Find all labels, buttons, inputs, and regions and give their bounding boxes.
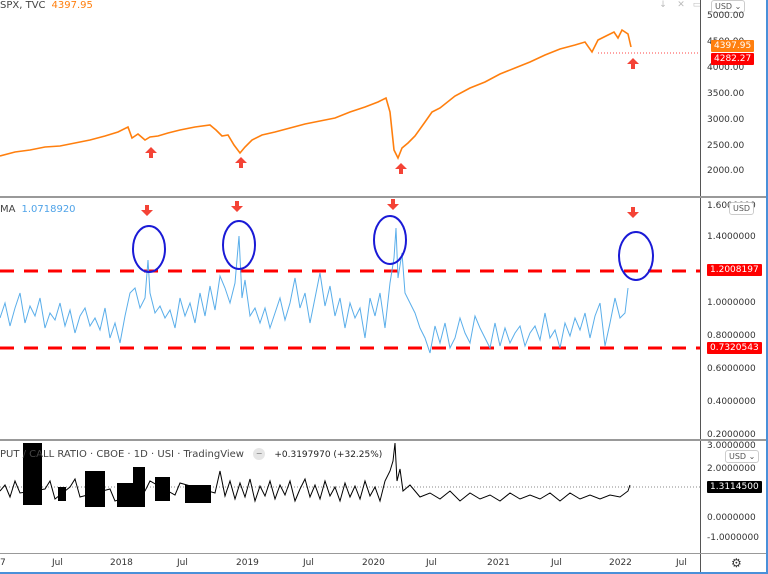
settings-corner: ⚙ [700, 554, 768, 574]
circle-annotation [618, 231, 654, 281]
close-icon[interactable]: ✕ [677, 0, 685, 10]
ma-title: MA [0, 204, 16, 215]
time-axis[interactable] [0, 554, 700, 574]
pane-separator[interactable] [0, 439, 768, 441]
arrow-down-icon[interactable]: ↓ [659, 0, 667, 10]
pcr-pane: PUT / CALL RATIO · CBOE · 1D · USI · Tra… [0, 441, 768, 553]
y-tick: 3.0000000 [707, 441, 756, 451]
lower-line-badge: 0.7320543 [707, 342, 762, 354]
y-tick: 0.0000000 [707, 513, 756, 523]
x-tick: Jul [551, 558, 562, 568]
y-tick: 1.4000000 [707, 232, 756, 242]
currency-selector[interactable]: USD ⌄ [711, 0, 746, 13]
x-tick: 2022 [609, 558, 632, 568]
currency-selector[interactable]: USD ⌄ [725, 450, 760, 463]
line-price-badge: 4282.27 [711, 53, 755, 65]
x-tick: Jul [52, 558, 63, 568]
y-tick: 4000.00 [707, 63, 745, 73]
pane-separator[interactable] [0, 196, 768, 198]
last-price-badge: 4397.95 [711, 40, 755, 52]
y-tick: 3000.00 [707, 115, 745, 125]
pcr-change: +0.3197970 (+32.25%) [274, 450, 383, 460]
bottom-border [0, 572, 768, 574]
x-tick: 7 [0, 558, 6, 568]
y-tick: 2000.00 [707, 166, 745, 176]
pcr-price-axis[interactable]: 3.0000000 USD ⌄ 2.0000000 1.3114500 0.00… [700, 441, 768, 553]
x-tick: 2021 [487, 558, 510, 568]
ma-legend[interactable]: MA 1.0718920 [0, 204, 76, 215]
ma-line-chart [0, 199, 700, 354]
pcr-bar-chart [0, 442, 700, 507]
spx-price-axis[interactable]: USD ⌄ 5000.00 4500.00 4000.00 3500.00 30… [700, 0, 768, 197]
upper-line-badge: 1.2008197 [707, 264, 762, 276]
ma-plot-area[interactable]: MA 1.0718920 [0, 198, 700, 440]
spx-line-chart [0, 28, 700, 174]
ma-last-value: 1.0718920 [21, 204, 76, 215]
right-border [766, 0, 768, 574]
down-arrow-icon [141, 199, 639, 218]
y-tick: 0.6000000 [707, 364, 756, 374]
highlight-circles [132, 215, 654, 281]
x-tick: Jul [303, 558, 314, 568]
gear-icon[interactable]: ⚙ [731, 556, 742, 570]
ma-price-axis[interactable]: 1.6000000 USD 1.4000000 1.2008197 1.0000… [700, 198, 768, 440]
spx-legend[interactable]: SPX, TVC 4397.95 [0, 0, 93, 11]
x-tick: 2019 [236, 558, 259, 568]
y-tick: 0.2000000 [707, 430, 756, 440]
y-tick: 0.4000000 [707, 397, 756, 407]
y-tick: 2.0000000 [707, 464, 756, 474]
maximize-icon[interactable]: ▭ [692, 0, 702, 10]
pcr-plot-area[interactable]: PUT / CALL RATIO · CBOE · 1D · USI · Tra… [0, 441, 700, 553]
circle-annotation [222, 220, 256, 270]
x-tick: 2018 [110, 558, 133, 568]
pane-separator [0, 553, 768, 554]
y-tick: 0.8000000 [707, 331, 756, 341]
x-tick: Jul [676, 558, 687, 568]
collapse-icon[interactable]: − [253, 448, 266, 460]
spx-plot-area[interactable]: SPX, TVC 4397.95 ↓ ✕ ▭ [0, 0, 701, 197]
spx-pane: SPX, TVC 4397.95 ↓ ✕ ▭ USD ⌄ 5000.00 4500… [0, 0, 768, 197]
currency-selector[interactable]: USD [729, 202, 755, 215]
y-tick: 3500.00 [707, 89, 745, 99]
circle-annotation [373, 215, 407, 265]
x-tick: 2020 [362, 558, 385, 568]
pcr-legend[interactable]: PUT / CALL RATIO · CBOE · 1D · USI · Tra… [0, 448, 382, 460]
x-tick: Jul [177, 558, 188, 568]
y-tick: 1.0000000 [707, 298, 756, 308]
pcr-title: PUT / CALL RATIO · CBOE · 1D · USI · Tra… [0, 449, 244, 460]
up-arrow-icon [145, 58, 639, 174]
y-tick: 2500.00 [707, 141, 745, 151]
spx-symbol: SPX, TVC [0, 0, 46, 11]
x-tick: Jul [426, 558, 437, 568]
y-tick: -1.0000000 [707, 533, 759, 543]
ma-pane: MA 1.0718920 1.6000000 USD 1.4000000 1.20… [0, 198, 768, 440]
spx-last-value: 4397.95 [51, 0, 93, 11]
y-tick: 5000.00 [707, 11, 745, 21]
last-value-badge: 1.3114500 [707, 481, 762, 493]
circle-annotation [132, 225, 166, 273]
